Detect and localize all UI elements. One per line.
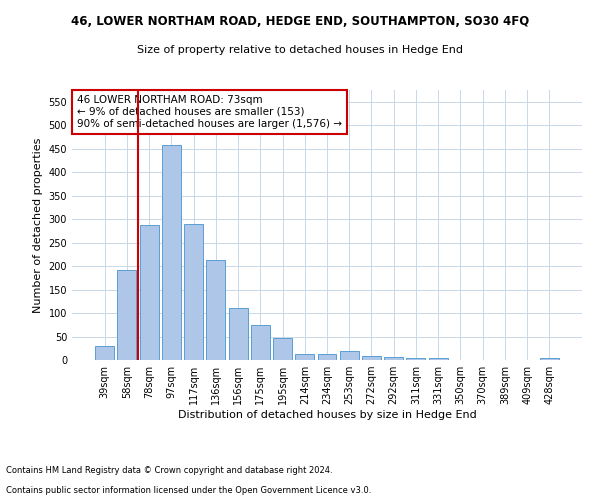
Text: Contains public sector information licensed under the Open Government Licence v3: Contains public sector information licen… (6, 486, 371, 495)
Text: Contains HM Land Registry data © Crown copyright and database right 2024.: Contains HM Land Registry data © Crown c… (6, 466, 332, 475)
Bar (118, 270, 136, 360)
Bar (406, 358, 425, 360)
Bar (229, 308, 248, 360)
Bar (295, 354, 314, 360)
Bar (429, 358, 448, 360)
Bar (317, 354, 337, 360)
Bar (184, 224, 203, 360)
Text: Size of property relative to detached houses in Hedge End: Size of property relative to detached ho… (137, 45, 463, 55)
X-axis label: Distribution of detached houses by size in Hedge End: Distribution of detached houses by size … (178, 410, 476, 420)
Text: 46 LOWER NORTHAM ROAD: 73sqm
← 9% of detached houses are smaller (153)
90% of se: 46 LOWER NORTHAM ROAD: 73sqm ← 9% of det… (77, 96, 342, 128)
Bar (206, 260, 225, 360)
Bar (340, 350, 359, 360)
Bar (273, 338, 292, 360)
Bar (162, 145, 181, 360)
Bar (140, 225, 158, 360)
Bar (251, 326, 270, 360)
Bar (95, 346, 114, 360)
Bar (362, 356, 381, 360)
Y-axis label: Number of detached properties: Number of detached properties (33, 138, 43, 312)
Text: 46, LOWER NORTHAM ROAD, HEDGE END, SOUTHAMPTON, SO30 4FQ: 46, LOWER NORTHAM ROAD, HEDGE END, SOUTH… (71, 15, 529, 28)
Bar (384, 356, 403, 360)
Bar (540, 358, 559, 360)
